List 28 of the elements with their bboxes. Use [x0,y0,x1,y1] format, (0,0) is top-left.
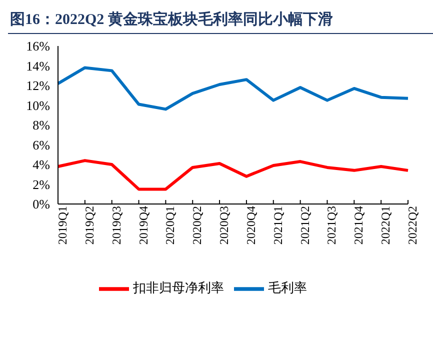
y-tick-label: 6% [32,137,50,152]
x-tick-label: 2021Q1 [270,206,285,245]
line-series [56,159,410,191]
y-tick-label: 0% [32,196,50,212]
x-tick-label: 2021Q2 [298,206,312,245]
legend-label: 扣非归母净利率 [133,280,224,295]
line-series [56,66,410,111]
x-tick-label: 2022Q2 [406,206,420,245]
y-tick-label: 2% [32,176,50,192]
x-tick-label: 2022Q1 [378,206,393,245]
y-tick-label: 8% [32,118,50,133]
chart-title: 图16：2022Q2 黄金珠宝板块毛利率同比小幅下滑 [8,8,433,34]
x-tick-label: 2020Q3 [217,206,232,245]
legend-label: 毛利率 [268,280,307,295]
y-tick-label: 16% [26,38,50,54]
x-tick-label: 2021Q4 [352,206,366,245]
y-tick-label: 10% [26,98,50,113]
x-tick-label: 2019Q1 [56,206,70,245]
x-tick-label: 2020Q1 [163,206,178,245]
x-tick-label: 2019Q4 [136,206,150,245]
x-tick-label: 2021Q3 [324,206,339,245]
x-tick-label: 2019Q2 [82,206,96,245]
y-tick-label: 12% [26,78,50,94]
x-tick-label: 2020Q4 [244,206,258,245]
y-tick-label: 4% [32,157,50,172]
y-tick-label: 14% [26,58,50,74]
x-tick-label: 2020Q2 [190,206,204,245]
x-tick-label: 2019Q3 [109,206,124,245]
